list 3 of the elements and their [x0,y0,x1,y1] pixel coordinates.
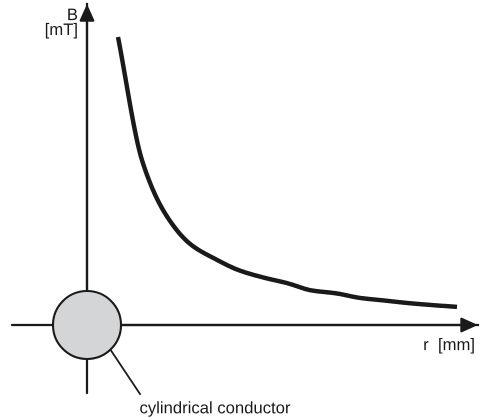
x-axis-title: r [mm] [424,338,474,354]
text: cylindrical conductor [140,401,290,417]
y-axis-title: B [mT] [46,8,78,38]
